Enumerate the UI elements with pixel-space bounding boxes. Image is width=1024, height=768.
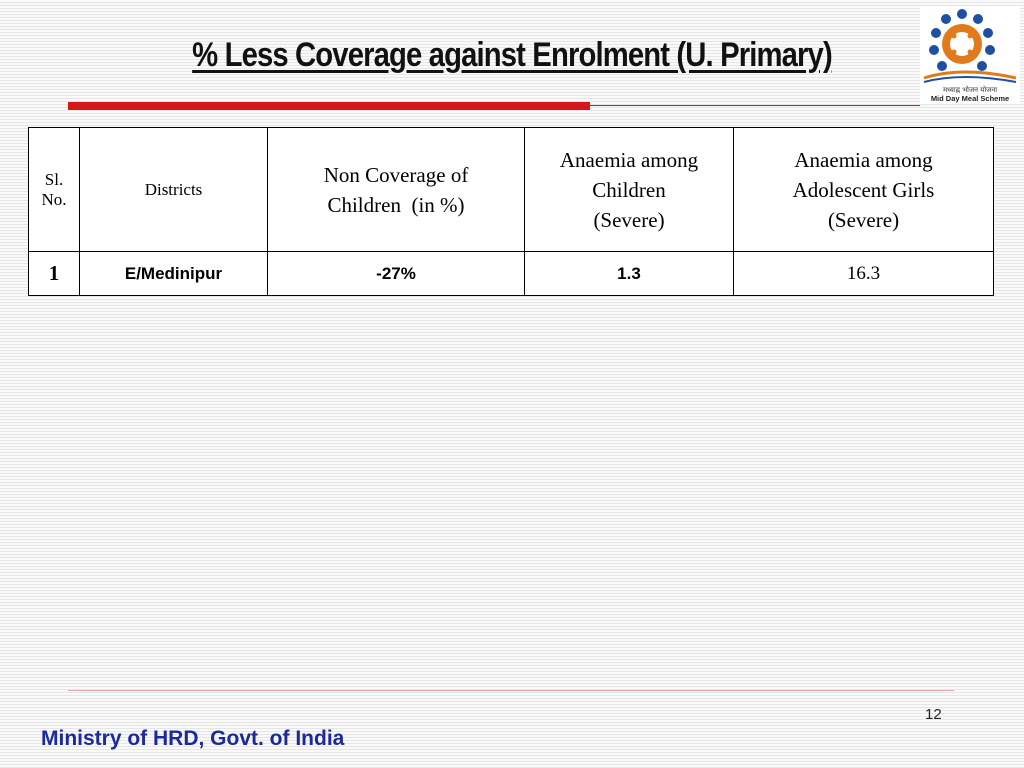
header-anaemia-children-line3: (Severe) [593, 207, 665, 232]
mid-day-meal-logo: मध्याह्न भोजन योजना Mid Day Meal Scheme [920, 6, 1020, 104]
logo-hindi-text: मध्याह्न भोजन योजना [942, 86, 998, 94]
coverage-table: Sl. No. Districts Non Coverage of Childr… [28, 127, 994, 296]
header-non-coverage-line2: Children (in %) [327, 192, 465, 217]
header-sl-no-line1: Sl. [44, 169, 64, 189]
header-anaemia-girls: Anaemia among Adolescent Girls (Severe) [733, 127, 994, 252]
footer-ministry: Ministry of HRD, Govt. of India [41, 727, 345, 750]
table-row: 1 E/Medinipur -27% 1.3 16.3 [28, 251, 994, 296]
header-anaemia-children-line2: Children [592, 177, 666, 202]
header-anaemia-children: Anaemia among Children (Severe) [524, 127, 734, 252]
page-number: 12 [925, 706, 942, 723]
mid-day-meal-logo-icon [923, 9, 1017, 83]
cell-anaemia-girls: 16.3 [733, 251, 994, 296]
cell-anaemia-children: 1.3 [524, 251, 734, 296]
header-districts: Districts [79, 127, 268, 252]
header-non-coverage: Non Coverage of Children (in %) [267, 127, 525, 252]
header-sl-no-line2: No. [41, 189, 67, 209]
header-anaemia-girls-line1: Anaemia among [794, 147, 933, 172]
header-anaemia-girls-line3: (Severe) [827, 207, 900, 232]
cell-non-coverage: -27% [267, 251, 525, 296]
slide-title: % Less Coverage against Enrolment (U. Pr… [192, 36, 833, 74]
cell-district: E/Medinipur [79, 251, 268, 296]
title-underline-line [590, 105, 920, 106]
title-underline-bar [68, 102, 590, 110]
header-districts-label: Districts [144, 179, 203, 199]
table-header-row: Sl. No. Districts Non Coverage of Childr… [28, 127, 994, 252]
header-non-coverage-line1: Non Coverage of [323, 162, 469, 187]
header-anaemia-children-line1: Anaemia among [559, 147, 699, 172]
footer-divider [68, 690, 954, 691]
cell-sl-no: 1 [28, 251, 80, 296]
header-anaemia-girls-line2: Adolescent Girls [792, 177, 935, 202]
header-sl-no: Sl. No. [28, 127, 80, 252]
logo-english-text: Mid Day Meal Scheme [930, 94, 1010, 103]
